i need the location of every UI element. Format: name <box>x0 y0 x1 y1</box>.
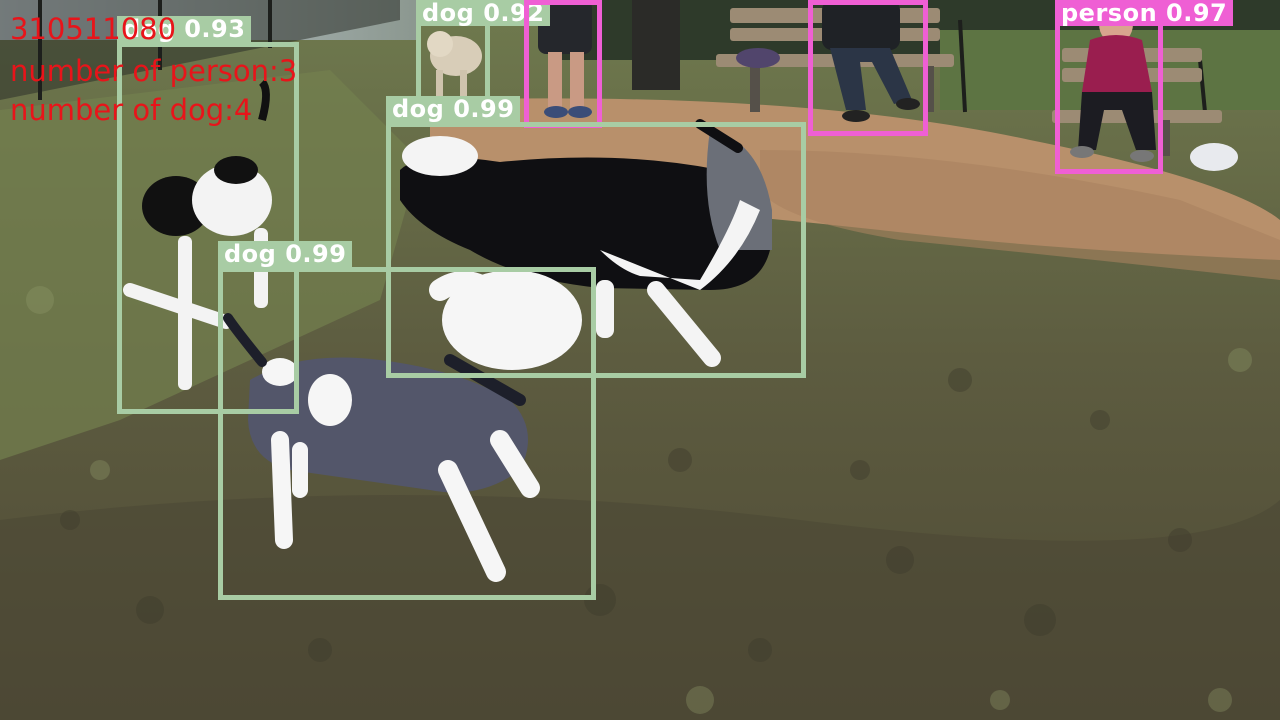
grass-left-patch <box>0 70 420 460</box>
dog-detection-label: dog 0.99 <box>386 96 521 122</box>
dog-far-cream <box>427 31 482 102</box>
grass-highlights <box>26 286 1252 714</box>
dog-detection-box <box>386 122 806 378</box>
person-sitting-bench <box>822 0 920 122</box>
dog-detection-box <box>117 42 299 414</box>
bag-on-bench <box>736 48 780 68</box>
person-count-label: number of person:3 <box>10 54 298 88</box>
grass-texture <box>60 368 1192 662</box>
dirt-patch-edge <box>760 150 1280 280</box>
fence-left <box>0 0 400 100</box>
person-detection-box <box>808 0 928 136</box>
dog-count-label: number of dog:4 <box>10 93 253 127</box>
bag-on-ground <box>1190 143 1238 171</box>
person-standing <box>538 0 592 118</box>
person-detection-box <box>524 0 602 128</box>
dog-detection-box <box>218 267 596 600</box>
dog-detection-label: dog 0.99 <box>218 241 353 267</box>
grass-lower-shade <box>0 495 1280 720</box>
trash-can <box>632 0 680 90</box>
dog-black-white-small <box>123 79 272 390</box>
frame-id-label: 310511080 <box>10 12 177 46</box>
dog-white-grey <box>223 270 582 582</box>
person-detection-label: person 0.97 <box>1055 0 1234 26</box>
dog-black-large <box>400 119 772 367</box>
dog-detection-label: dog 0.93 <box>117 16 252 42</box>
fence-posts <box>38 0 1207 113</box>
